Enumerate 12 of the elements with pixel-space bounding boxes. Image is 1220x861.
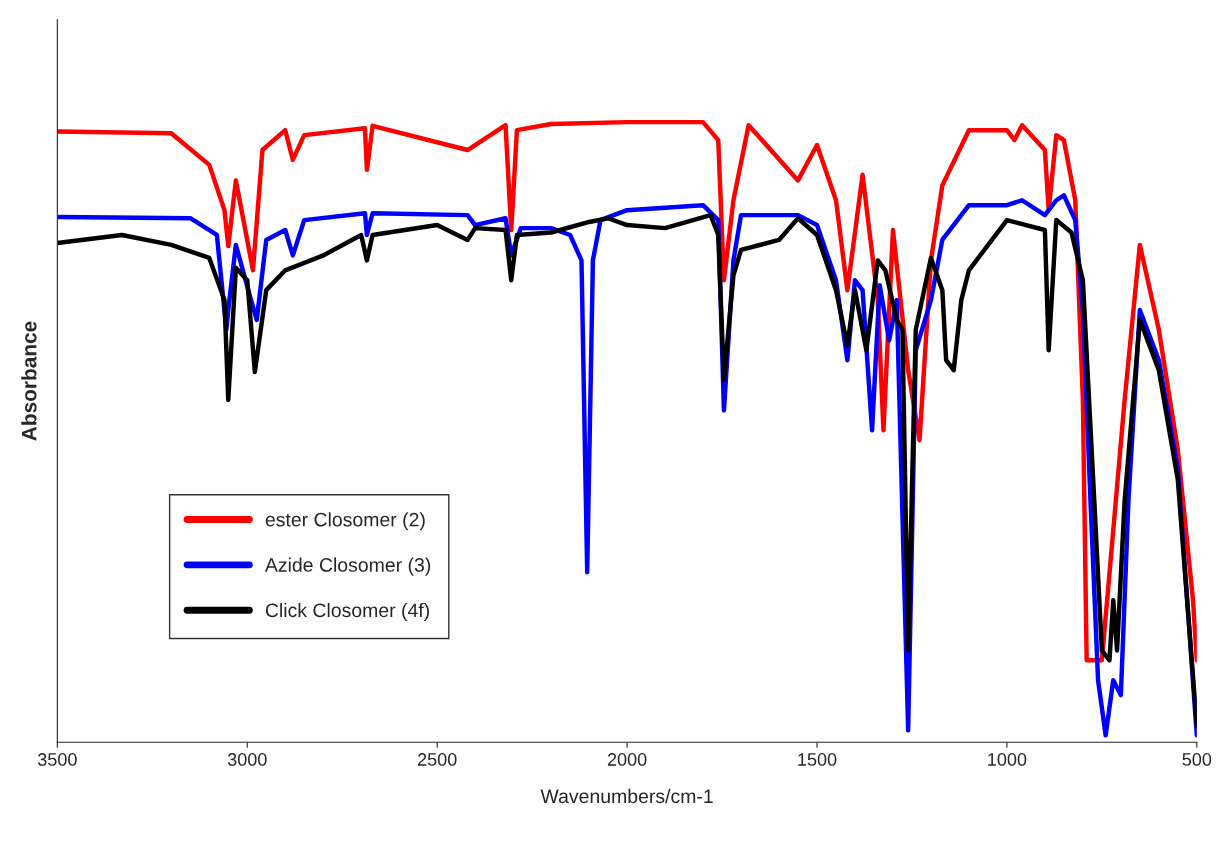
legend-label: Azide Closomer (3)	[264, 557, 431, 576]
x-tick-label: 2500	[417, 753, 457, 766]
x-tick-label: 3000	[227, 753, 267, 766]
y-axis-title: Absorbance	[21, 321, 37, 441]
x-tick-label: 500	[1182, 753, 1212, 766]
x-tick-label: 1500	[798, 753, 837, 766]
legend-label: ester Closomer (2)	[265, 512, 425, 531]
x-tick-label: 1000	[988, 753, 1027, 766]
x-tick-label: 3500	[37, 753, 77, 766]
x-tick-label: 2000	[607, 753, 647, 766]
legend-label: Click Closomer (4f)	[265, 602, 429, 622]
x-axis-title: Wavenumbers/cm-1	[540, 788, 713, 804]
